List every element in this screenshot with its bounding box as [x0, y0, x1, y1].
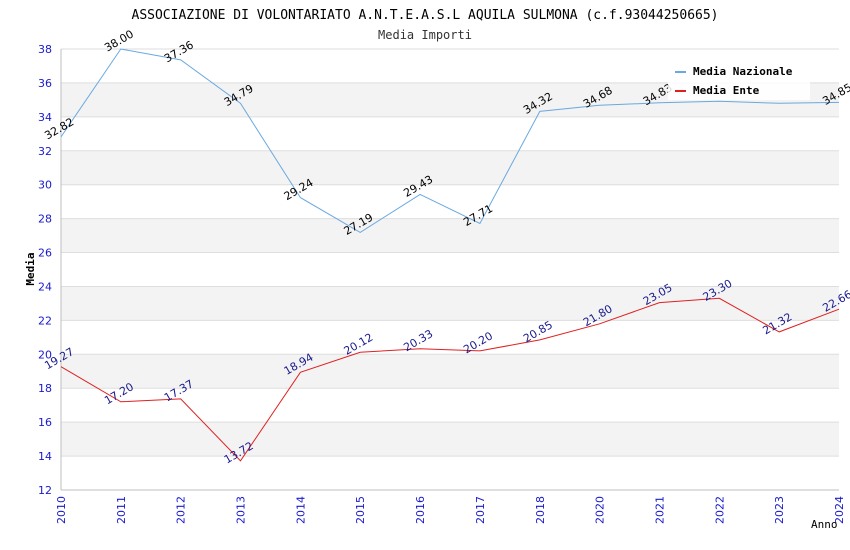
y-tick-label: 20 [38, 348, 52, 361]
x-tick-label: 2015 [354, 496, 367, 524]
y-tick-label: 26 [38, 247, 52, 260]
x-tick-label: 2024 [833, 496, 846, 524]
axes [60, 49, 839, 491]
x-tick-label: 2016 [414, 496, 427, 524]
series-line [60, 297, 840, 462]
y-tick-label: 36 [38, 77, 52, 90]
data-label: 37.36 [162, 38, 196, 65]
x-tick-labels: 2010 2011 2012 2013 2014 2015 2016 2017 2018 2020… [55, 496, 846, 524]
y-tick-labels: 12 14 16 18 20 22 24 26 28 30 32 34 36 38 [38, 43, 52, 497]
y-tick-label: 18 [38, 382, 52, 395]
chart-title: ASSOCIAZIONE DI VOLONTARIATO A.N.T.E.A.S… [132, 8, 719, 23]
grid-band [61, 422, 839, 457]
grid-band [61, 218, 839, 253]
y-tick-label: 12 [38, 484, 52, 497]
data-label: 20.33 [401, 327, 435, 354]
y-tick-label: 34 [38, 111, 52, 124]
y-tick-label: 28 [38, 213, 52, 226]
grid-band [61, 286, 839, 321]
series-line [60, 48, 840, 233]
x-tick-label: 2014 [294, 496, 307, 524]
data-label: 20.85 [521, 318, 555, 345]
legend-entry: Media Nazionale [693, 65, 793, 78]
y-tick-label: 32 [38, 145, 52, 158]
x-tick-label: 2010 [55, 496, 68, 524]
y-tick-label: 30 [38, 179, 52, 192]
x-tick-label: 2011 [115, 496, 128, 524]
y-tick-label: 24 [38, 280, 52, 293]
grid-bands [61, 82, 839, 457]
x-axis-label: Anno [811, 518, 838, 531]
x-tick-label: 2022 [713, 496, 726, 524]
grid-band [61, 150, 839, 185]
data-label: 20.12 [342, 331, 376, 358]
legend-entry: Media Ente [693, 84, 760, 97]
x-tick-label: 2018 [534, 496, 547, 524]
legend-box [668, 60, 810, 100]
x-tick-label: 2017 [474, 496, 487, 524]
x-tick-label: 2023 [773, 496, 786, 524]
x-tick-label: 2020 [594, 496, 607, 524]
y-axis-label: Media [24, 252, 37, 285]
y-tick-label: 38 [38, 43, 52, 56]
y-tick-label: 22 [38, 314, 52, 327]
grid-band [61, 354, 839, 389]
x-tick-label: 2012 [175, 496, 188, 524]
series-lines [60, 48, 840, 462]
y-tick-label: 14 [38, 450, 52, 463]
chart-subtitle: Media Importi [378, 28, 472, 42]
x-tick-label: 2013 [235, 496, 248, 524]
legend: Media Nazionale Media Ente [668, 60, 810, 100]
data-label: 20.20 [461, 329, 495, 356]
x-tick-label: 2021 [653, 496, 666, 524]
y-tick-label: 16 [38, 416, 52, 429]
